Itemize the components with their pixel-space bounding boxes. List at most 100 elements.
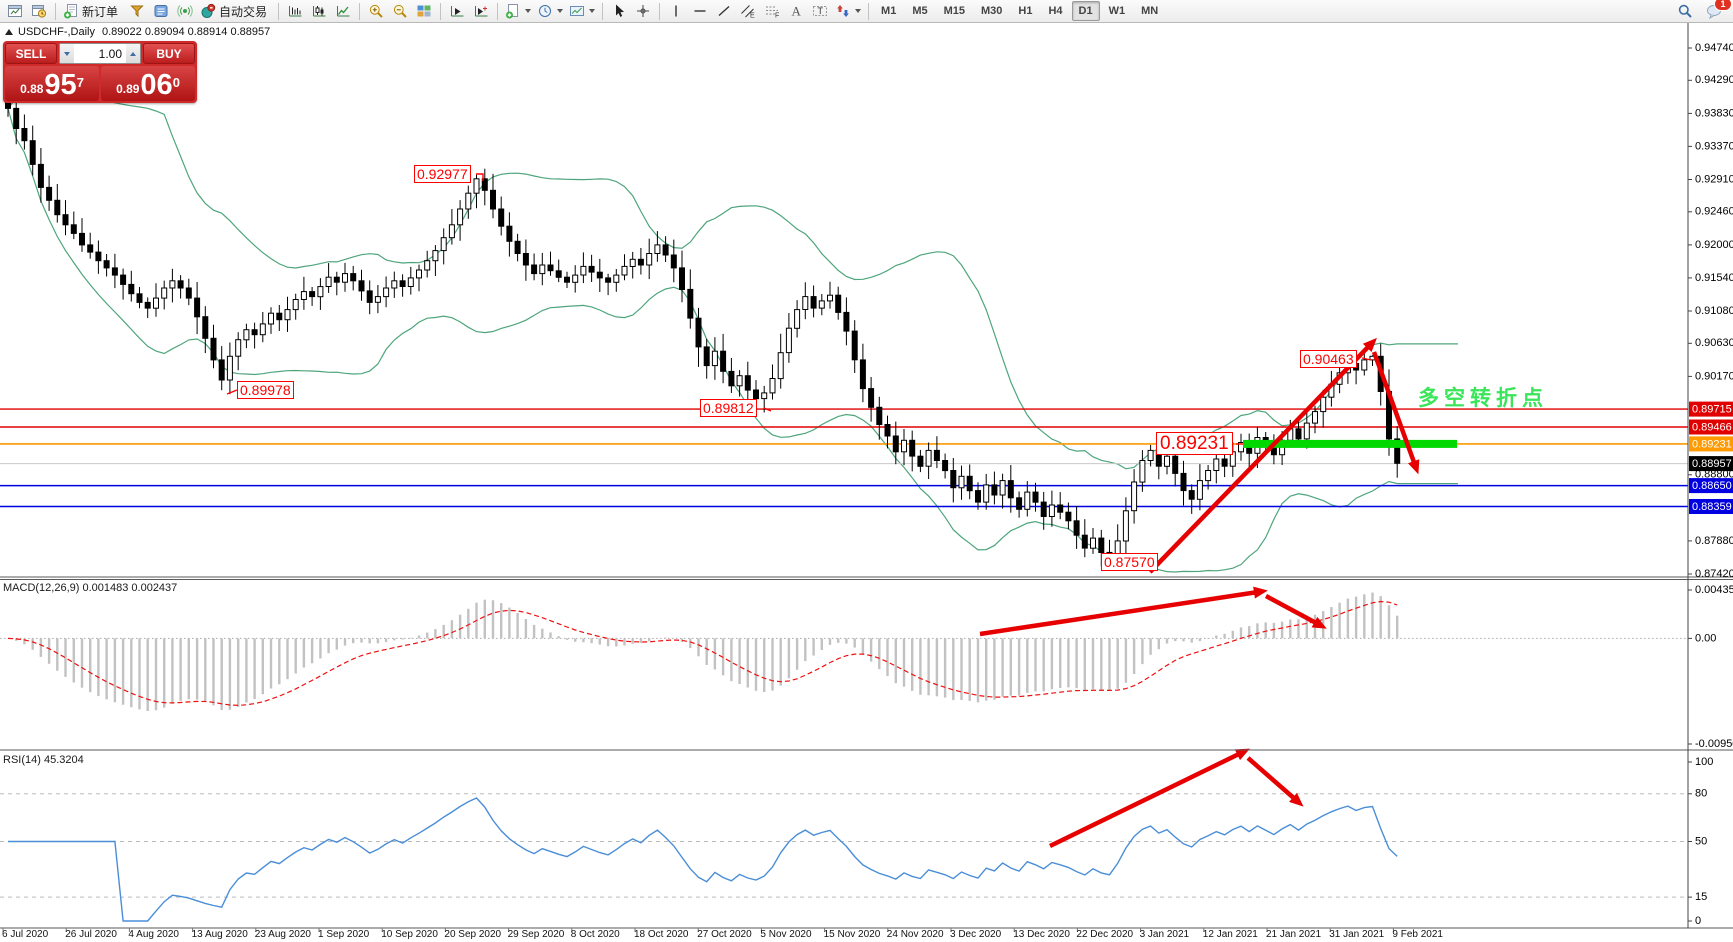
svg-text:0: 0 — [1695, 915, 1701, 927]
pivot-point-annotation: 多空转折点 — [1418, 387, 1548, 410]
crosshair-icon[interactable] — [631, 1, 655, 21]
periods-dropdown[interactable] — [534, 1, 566, 21]
toolbar-separator — [868, 2, 870, 20]
svg-text:0.92460: 0.92460 — [1695, 206, 1733, 218]
timeframe-d1[interactable]: D1 — [1071, 1, 1100, 21]
volume-decrease-button[interactable] — [60, 44, 74, 63]
caret-down-icon — [64, 51, 70, 56]
toolbar-separator — [602, 2, 604, 20]
timeframe-h1[interactable]: H1 — [1018, 5, 1033, 17]
timeframe-h4[interactable]: H4 — [1048, 5, 1063, 17]
svg-text:0.91540: 0.91540 — [1695, 272, 1733, 284]
buy-price-small: 0.89 — [116, 82, 140, 96]
one-click-trading-panel: SELL 1.00 BUY 0.88 95 7 0.89 06 0 — [3, 41, 197, 103]
toolbar-separator — [359, 2, 361, 20]
svg-text:0.87880: 0.87880 — [1695, 535, 1733, 547]
cursor-icon[interactable] — [607, 1, 631, 21]
fibonacci-icon[interactable]: F — [760, 1, 784, 21]
chart-autoscroll-icon[interactable] — [469, 1, 493, 21]
svg-text:0.93370: 0.93370 — [1695, 140, 1733, 152]
volume-stepper[interactable]: 1.00 — [59, 43, 141, 64]
svg-text:0.004351: 0.004351 — [1695, 584, 1733, 596]
sell-button[interactable]: SELL — [5, 43, 57, 64]
chevron-down-icon — [557, 9, 564, 13]
svg-text:0.88957: 0.88957 — [1692, 458, 1732, 470]
timeframe-m15[interactable]: M15 — [943, 5, 965, 17]
collapse-triangle-icon[interactable] — [5, 29, 13, 35]
toolbar-right-icons: 1 — [1673, 0, 1732, 21]
text-icon[interactable]: A — [784, 1, 808, 21]
buy-button[interactable]: BUY — [143, 43, 195, 64]
sell-price-tile[interactable]: 0.88 95 7 — [5, 66, 99, 101]
date-label: 26 Jul 2020 — [65, 929, 117, 940]
bar-chart-icon[interactable] — [283, 1, 307, 21]
text-label-icon[interactable]: T — [808, 1, 832, 21]
svg-text:-0.009504: -0.009504 — [1695, 738, 1733, 750]
timeframe-m30[interactable]: M30 — [981, 5, 1003, 17]
svg-text:0.89715: 0.89715 — [1692, 403, 1732, 415]
vertical-line-icon[interactable] — [664, 1, 688, 21]
volume-increase-button[interactable] — [126, 44, 140, 63]
date-label: 31 Jan 2021 — [1329, 929, 1385, 940]
timeframe-w1[interactable]: W1 — [1108, 5, 1126, 17]
new-order-button[interactable]: 新订单 — [60, 1, 125, 21]
toolbar-separator — [440, 2, 442, 20]
toolbar-separator — [278, 2, 280, 20]
sell-price-small: 0.88 — [20, 82, 44, 96]
candlestick-chart-icon[interactable] — [307, 1, 331, 21]
tile-windows-icon[interactable] — [412, 1, 436, 21]
trendline-icon[interactable] — [712, 1, 736, 21]
profiles-icon[interactable] — [27, 1, 51, 21]
autotrade-button[interactable]: 自动交易 — [197, 1, 274, 21]
timeframe-mn[interactable]: MN — [1141, 5, 1159, 17]
svg-text:0.87420: 0.87420 — [1695, 568, 1733, 580]
notification-badge: 1 — [1714, 0, 1732, 11]
notifications-icon[interactable]: 1 — [1703, 0, 1732, 21]
svg-text:0.88359: 0.88359 — [1692, 501, 1732, 513]
zoom-out-icon[interactable] — [388, 1, 412, 21]
buy-price-big: 06 — [140, 69, 173, 101]
navigator-icon[interactable] — [173, 1, 197, 21]
market-watch-icon[interactable] — [125, 1, 149, 21]
autotrade-label: 自动交易 — [219, 4, 268, 19]
main-toolbar: 新订单 自动交易 — [0, 0, 1733, 23]
equidistant-channel-icon[interactable]: E — [736, 1, 760, 21]
ohlc-readout: 0.89022 0.89094 0.88914 0.88957 — [102, 26, 271, 38]
new-order-label: 新订单 — [82, 4, 119, 19]
horizontal-line-icon[interactable] — [688, 1, 712, 21]
chart-window-icon[interactable] — [3, 1, 27, 21]
price-annotation: 0.90463 — [1300, 350, 1357, 368]
timeframe-bar: M1 M5 M15 M30 H1 H4 D1 W1 MN — [873, 1, 1166, 21]
zoom-in-icon[interactable] — [364, 1, 388, 21]
sell-price-big: 95 — [44, 69, 77, 101]
buy-price-tile[interactable]: 0.89 06 0 — [101, 66, 195, 101]
svg-text:0.94290: 0.94290 — [1695, 74, 1733, 86]
arrows-dropdown[interactable] — [832, 1, 864, 21]
svg-text:0.90630: 0.90630 — [1695, 337, 1733, 349]
svg-text:0.91080: 0.91080 — [1695, 305, 1733, 317]
templates-dropdown[interactable] — [566, 1, 598, 21]
search-icon[interactable] — [1673, 1, 1697, 21]
date-label: 20 Sep 2020 — [444, 929, 502, 940]
chart-title-row: USDCHF-,Daily 0.89022 0.89094 0.88914 0.… — [5, 26, 270, 38]
date-label: 6 Jul 2020 — [2, 929, 49, 940]
new-chart-dropdown[interactable] — [502, 1, 534, 21]
macd-indicator-label: MACD(12,26,9) 0.001483 0.002437 — [3, 582, 178, 594]
chart-shift-icon[interactable] — [445, 1, 469, 21]
date-label: 24 Nov 2020 — [886, 929, 944, 940]
price-annotation: 0.87570 — [1101, 553, 1158, 571]
timeframe-m5[interactable]: M5 — [912, 5, 928, 17]
date-label: 13 Aug 2020 — [191, 929, 248, 940]
svg-text:T: T — [818, 6, 824, 16]
svg-text:0.89466: 0.89466 — [1692, 421, 1732, 433]
date-label: 13 Dec 2020 — [1013, 929, 1070, 940]
svg-text:50: 50 — [1695, 835, 1707, 847]
timeframe-m1[interactable]: M1 — [881, 5, 897, 17]
date-label: 10 Sep 2020 — [381, 929, 438, 940]
data-window-icon[interactable] — [149, 1, 173, 21]
line-chart-icon[interactable] — [331, 1, 355, 21]
svg-text:E: E — [750, 13, 755, 20]
volume-value[interactable]: 1.00 — [98, 46, 122, 61]
toolbar-separator — [497, 2, 499, 20]
